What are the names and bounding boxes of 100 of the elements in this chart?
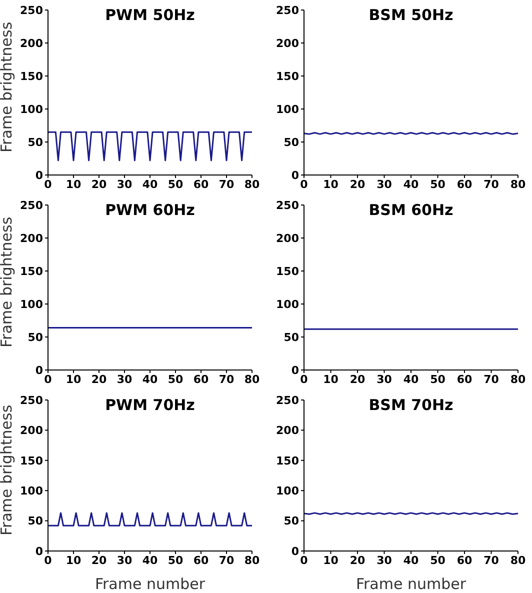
x-tick-label: 80 [510, 178, 526, 191]
x-tick-label: 30 [376, 178, 392, 191]
x-tick-label: 80 [510, 372, 526, 386]
y-tick-label: 0 [291, 364, 300, 377]
y-tick-label: 50 [28, 136, 44, 149]
x-tick-label: 40 [142, 372, 158, 386]
x-tick-label: 50 [168, 372, 184, 386]
x-tick-label: 70 [218, 372, 234, 386]
y-axis-title: Frame brightness [0, 404, 16, 536]
x-tick-label: 80 [244, 554, 260, 567]
y-tick-label: 150 [276, 70, 300, 83]
x-tick-label: 0 [44, 178, 52, 191]
x-tick-label: 10 [66, 178, 82, 191]
x-tick-label: 30 [376, 372, 392, 386]
y-tick-label: 200 [20, 232, 44, 245]
x-axis-title: Frame number [356, 575, 467, 593]
x-tick-label: 20 [350, 178, 366, 191]
y-tick-label: 50 [284, 330, 300, 344]
y-tick-label: 250 [276, 4, 300, 17]
x-tick-label: 0 [300, 554, 308, 567]
x-tick-label: 60 [456, 372, 472, 386]
chart-title: BSM 70Hz [368, 396, 454, 414]
x-tick-label: 80 [510, 554, 526, 567]
x-tick-label: 0 [300, 372, 308, 386]
x-tick-label: 60 [193, 178, 209, 191]
x-tick-label: 0 [44, 372, 52, 386]
y-tick-label: 100 [276, 298, 300, 311]
x-tick-label: 40 [142, 554, 158, 567]
x-tick-label: 30 [116, 178, 132, 191]
x-tick-label: 20 [91, 372, 107, 386]
x-tick-label: 30 [376, 554, 392, 567]
x-tick-label: 70 [484, 372, 500, 386]
y-axis-title: Frame brightness [0, 216, 16, 348]
y-tick-label: 250 [20, 394, 44, 407]
x-tick-label: 50 [430, 372, 446, 386]
chart-title: PWM 50Hz [104, 6, 196, 24]
x-tick-label: 20 [91, 554, 107, 567]
x-tick-label: 60 [456, 554, 472, 567]
y-tick-label: 200 [20, 424, 44, 438]
y-tick-label: 0 [35, 168, 44, 182]
y-tick-label: 50 [28, 514, 44, 528]
x-tick-label: 20 [91, 178, 107, 191]
y-tick-label: 250 [20, 198, 44, 212]
x-tick-label: 50 [168, 554, 184, 567]
x-tick-label: 20 [350, 372, 366, 386]
y-tick-label: 0 [35, 364, 44, 377]
x-tick-label: 10 [323, 178, 339, 191]
y-tick-label: 200 [276, 424, 300, 438]
chart-title: BSM 50Hz [368, 6, 454, 24]
x-tick-label: 10 [323, 372, 339, 386]
y-tick-label: 100 [276, 484, 300, 498]
y-tick-label: 100 [276, 102, 300, 116]
x-tick-label: 10 [66, 372, 82, 386]
y-tick-label: 50 [28, 330, 44, 344]
x-tick-label: 20 [350, 554, 366, 567]
y-tick-label: 150 [20, 264, 44, 278]
y-tick-label: 50 [284, 136, 300, 149]
y-tick-label: 150 [276, 264, 300, 278]
chart-title: BSM 60Hz [368, 201, 454, 219]
y-tick-label: 250 [276, 198, 300, 212]
x-tick-label: 70 [484, 554, 500, 567]
y-tick-label: 200 [276, 36, 300, 50]
y-tick-label: 200 [20, 36, 44, 50]
x-tick-label: 10 [323, 554, 339, 567]
x-tick-label: 70 [218, 178, 234, 191]
x-tick-label: 60 [456, 178, 472, 191]
y-tick-label: 0 [291, 544, 300, 558]
y-tick-label: 50 [284, 514, 300, 528]
x-tick-label: 70 [484, 178, 500, 191]
x-tick-label: 60 [193, 372, 209, 386]
x-tick-label: 0 [44, 554, 52, 567]
x-tick-label: 0 [300, 178, 308, 191]
x-tick-label: 50 [430, 554, 446, 567]
x-tick-label: 50 [168, 178, 184, 191]
y-tick-label: 0 [291, 168, 300, 182]
y-tick-label: 0 [35, 544, 44, 558]
y-tick-label: 250 [276, 394, 300, 407]
y-tick-label: 150 [20, 454, 44, 468]
x-tick-label: 50 [430, 178, 446, 191]
x-tick-label: 60 [193, 554, 209, 567]
x-tick-label: 80 [244, 372, 260, 386]
chart-title: PWM 70Hz [104, 396, 196, 414]
y-tick-label: 100 [20, 102, 44, 116]
y-tick-label: 250 [20, 4, 44, 17]
x-tick-label: 10 [66, 554, 82, 567]
x-tick-label: 40 [403, 178, 419, 191]
x-tick-label: 40 [403, 372, 419, 386]
y-axis-title: Frame brightness [0, 22, 16, 152]
x-tick-label: 40 [403, 554, 419, 567]
x-axis-title: Frame number [94, 575, 206, 593]
chart-title: PWM 60Hz [104, 201, 196, 219]
y-tick-label: 150 [276, 454, 300, 468]
y-tick-label: 150 [20, 70, 44, 83]
y-tick-label: 100 [20, 484, 44, 498]
x-tick-label: 40 [142, 178, 158, 191]
y-tick-label: 200 [276, 232, 300, 245]
x-tick-label: 30 [116, 554, 132, 567]
x-tick-label: 80 [244, 178, 260, 191]
y-tick-label: 100 [20, 298, 44, 311]
x-tick-label: 30 [116, 372, 132, 386]
